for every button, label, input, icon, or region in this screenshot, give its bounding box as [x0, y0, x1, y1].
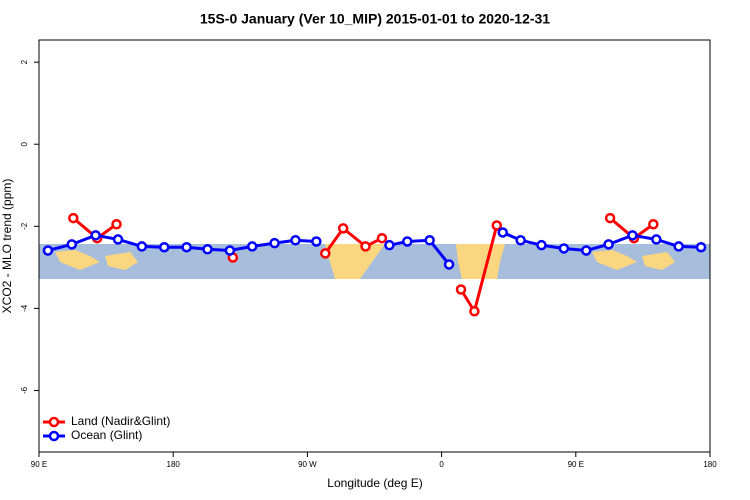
y-tick-label: -4: [20, 304, 29, 312]
land-shape: [592, 250, 675, 270]
data-point: [136, 241, 148, 252]
y-tick-label: -2: [20, 222, 29, 230]
data-point: [558, 243, 570, 254]
y-tick-label: 2: [20, 59, 29, 64]
data-point: [66, 239, 78, 250]
data-point: [269, 237, 280, 249]
land-shape: [55, 250, 138, 270]
x-tick-label: 90 W: [298, 460, 317, 469]
data-point: [491, 220, 503, 231]
data-point: [320, 248, 331, 259]
land-shape: [456, 244, 505, 279]
data-point: [360, 241, 371, 252]
data-point: [455, 284, 467, 295]
data-point: [695, 241, 707, 253]
data-point: [68, 212, 79, 224]
data-point: [515, 235, 526, 246]
plot-layer: [42, 212, 707, 317]
data-point: [181, 241, 192, 253]
data-point: [402, 236, 413, 247]
data-point: [337, 223, 349, 234]
y-axis-label: XCO2 - MLO trend (ppm): [0, 179, 14, 314]
data-point: [603, 239, 614, 250]
data-point: [580, 245, 592, 256]
data-point: [90, 230, 101, 241]
data-point: [536, 239, 547, 251]
plot-frame: [38, 39, 711, 453]
data-point: [376, 232, 388, 244]
data-point: [42, 245, 54, 256]
data-point: [384, 239, 395, 251]
map-band: [39, 244, 710, 279]
data-point: [648, 219, 659, 230]
legend-marker: [48, 416, 60, 428]
data-point: [443, 259, 455, 270]
data-point: [627, 230, 638, 241]
data-point: [111, 219, 122, 230]
data-point: [497, 227, 508, 238]
data-point: [604, 212, 616, 224]
data-point: [224, 245, 236, 256]
data-point: [424, 235, 435, 246]
x-tick-label: 180: [167, 460, 181, 469]
data-point: [246, 241, 258, 252]
legend-label: Ocean (Glint): [71, 428, 142, 442]
y-tick-label: -6: [20, 386, 29, 394]
x-tick-label: 180: [703, 460, 717, 469]
legend-marker: [48, 430, 60, 442]
y-tick-label: 0: [20, 141, 29, 146]
data-point: [651, 234, 662, 245]
chart-title: 15S-0 January (Ver 10_MIP) 2015-01-01 to…: [200, 11, 550, 27]
data-point: [159, 241, 170, 253]
x-tick-label: 0: [439, 460, 444, 469]
x-axis-label: Longitude (deg E): [327, 476, 422, 490]
data-point: [112, 234, 124, 245]
data-point: [290, 235, 301, 246]
data-point: [469, 305, 480, 317]
data-point: [673, 241, 684, 252]
x-tick-label: 90 E: [568, 460, 584, 469]
data-point: [311, 236, 322, 247]
x-tick-label: 90 E: [31, 460, 47, 469]
legend-label: Land (Nadir&Glint): [71, 414, 170, 428]
data-point: [202, 244, 213, 255]
land-shape: [325, 244, 385, 279]
